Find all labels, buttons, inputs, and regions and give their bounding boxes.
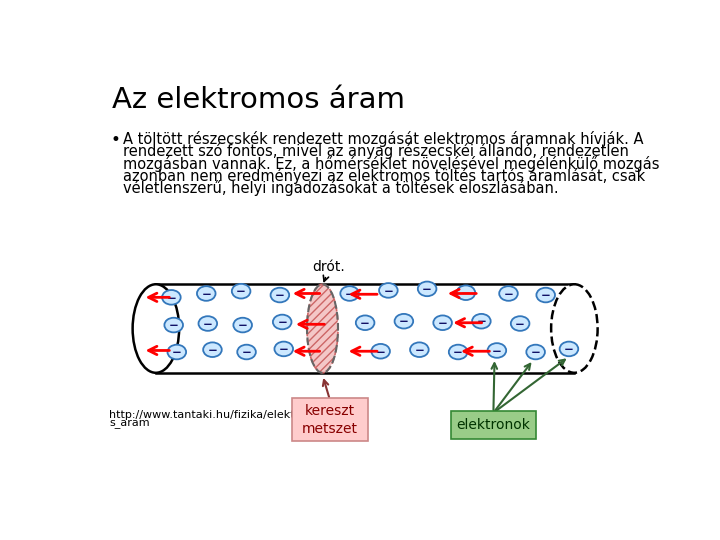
Text: −: − [531, 346, 541, 359]
Text: −: − [277, 316, 287, 329]
Text: •: • [110, 131, 120, 149]
Ellipse shape [341, 286, 359, 301]
Text: −: − [202, 288, 211, 301]
FancyBboxPatch shape [451, 411, 536, 439]
Text: −: − [279, 343, 289, 356]
Ellipse shape [418, 281, 436, 296]
Ellipse shape [132, 284, 179, 373]
Ellipse shape [197, 286, 215, 301]
Ellipse shape [499, 286, 518, 301]
Text: −: − [345, 288, 354, 301]
Ellipse shape [510, 316, 529, 331]
Text: −: − [172, 346, 181, 359]
Ellipse shape [238, 345, 256, 359]
Ellipse shape [168, 345, 186, 359]
Text: −: − [438, 317, 448, 330]
Text: −: − [207, 344, 217, 357]
Text: kereszt
metszet: kereszt metszet [302, 403, 358, 436]
Ellipse shape [203, 342, 222, 357]
Text: −: − [503, 288, 513, 301]
Ellipse shape [536, 288, 555, 302]
Text: −: − [516, 318, 525, 331]
Text: −: − [492, 345, 502, 357]
Ellipse shape [379, 283, 397, 298]
Text: elektronok: elektronok [456, 418, 531, 432]
Ellipse shape [559, 342, 578, 356]
Text: −: − [360, 317, 370, 330]
Ellipse shape [449, 345, 467, 359]
Text: azonban nem eredményezi az elektromos töltés tartós áramlását, csak: azonban nem eredményezi az elektromos tö… [122, 168, 645, 184]
Text: −: − [477, 315, 486, 328]
Text: Az elektromos áram: Az elektromos áram [112, 86, 405, 114]
Ellipse shape [199, 316, 217, 331]
Text: −: − [461, 287, 471, 300]
Text: −: − [168, 319, 179, 332]
Ellipse shape [410, 342, 428, 357]
Ellipse shape [372, 344, 390, 359]
Text: −: − [238, 319, 248, 332]
Text: −: − [422, 283, 432, 296]
Ellipse shape [526, 345, 545, 359]
Ellipse shape [395, 314, 413, 328]
Text: −: − [275, 289, 285, 302]
Text: −: − [203, 318, 212, 331]
Text: http://www.tantaki.hu/fizika/elektromo: http://www.tantaki.hu/fizika/elektromo [109, 410, 324, 420]
Text: drót.: drót. [312, 260, 345, 274]
Text: véletlenszerű, helyi ingadozásokat a töltések eloszlásában.: véletlenszerű, helyi ingadozásokat a töl… [122, 180, 558, 197]
Bar [156, 284, 575, 373]
Ellipse shape [233, 318, 252, 333]
Text: −: − [376, 346, 386, 359]
Ellipse shape [164, 318, 183, 333]
Text: −: − [399, 315, 409, 328]
Text: −: − [236, 286, 246, 299]
Text: rendezett szó fontos, mivel az anyag részecskéi állandó, rendezetlen: rendezett szó fontos, mivel az anyag rés… [122, 143, 629, 159]
Ellipse shape [271, 288, 289, 302]
Ellipse shape [274, 342, 293, 356]
Ellipse shape [273, 315, 292, 329]
Text: −: − [415, 344, 424, 357]
Ellipse shape [472, 314, 490, 328]
Ellipse shape [433, 315, 452, 330]
Text: −: − [541, 289, 551, 302]
Ellipse shape [232, 284, 251, 299]
Ellipse shape [551, 284, 598, 373]
Ellipse shape [487, 343, 506, 358]
Ellipse shape [162, 290, 181, 305]
Text: −: − [453, 346, 463, 359]
Ellipse shape [456, 286, 475, 300]
Text: s_aram: s_aram [109, 419, 150, 429]
Text: −: − [166, 292, 176, 305]
Text: −: − [564, 343, 574, 356]
FancyBboxPatch shape [292, 398, 368, 441]
Text: −: − [384, 285, 393, 298]
Text: mozgásban vannak. Ez, a hőmérséklet növelésével megélénkülő mozgás: mozgásban vannak. Ez, a hőmérséklet növe… [122, 156, 659, 172]
Ellipse shape [307, 284, 338, 373]
Ellipse shape [356, 315, 374, 330]
Text: A töltött részecskék rendezett mozgását elektromos áramnak hívják. A: A töltött részecskék rendezett mozgását … [122, 131, 643, 147]
Text: −: − [242, 346, 251, 359]
